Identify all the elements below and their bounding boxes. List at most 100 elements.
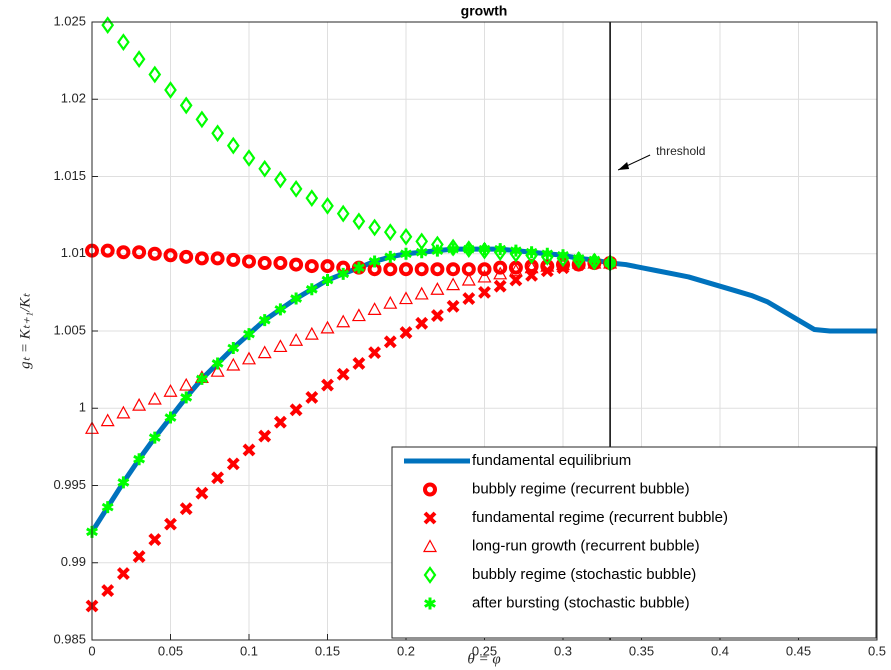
marker-circle xyxy=(100,243,115,258)
marker-asterisk xyxy=(195,372,208,385)
marker-asterisk xyxy=(478,243,491,256)
marker-triangle xyxy=(430,282,445,295)
y-tick-label: 1.025 xyxy=(53,13,86,28)
marker-triangle xyxy=(351,308,366,322)
marker-diamond xyxy=(423,566,437,584)
marker-diamond xyxy=(101,16,115,34)
y-tick-label: 1 xyxy=(79,400,86,415)
marker-triangle xyxy=(367,302,382,315)
marker-asterisk xyxy=(424,597,436,610)
marker-asterisk xyxy=(133,453,146,466)
x-tick-label: 0.35 xyxy=(629,643,654,658)
marker-asterisk xyxy=(321,274,334,287)
marker-triangle xyxy=(320,320,335,334)
marker-circle xyxy=(116,245,131,260)
marker-asterisk xyxy=(211,357,224,370)
marker-diamond xyxy=(179,96,193,115)
marker-asterisk xyxy=(305,283,318,296)
marker-x xyxy=(132,550,146,563)
marker-diamond xyxy=(368,218,381,237)
marker-circle xyxy=(477,262,492,277)
marker-x xyxy=(446,299,460,313)
marker-triangle xyxy=(493,266,508,280)
marker-triangle xyxy=(147,391,162,405)
marker-triangle xyxy=(179,377,194,391)
threshold-label: threshold xyxy=(656,144,705,158)
marker-circle xyxy=(257,256,272,271)
marker-triangle xyxy=(524,260,539,274)
marker-circle xyxy=(320,259,335,274)
marker-asterisk xyxy=(148,431,161,444)
legend-label: fundamental equilibrium xyxy=(472,452,631,469)
marker-x xyxy=(273,415,287,429)
legend-label: bubbly regime (stochastic bubble) xyxy=(472,566,696,583)
marker-circle xyxy=(446,262,461,277)
marker-asterisk xyxy=(368,255,381,268)
marker-triangle xyxy=(116,405,131,419)
y-axis-label: gₜ = Kₜ₊₁/Kₜ xyxy=(17,293,33,369)
marker-circle xyxy=(132,245,147,260)
marker-triangle xyxy=(163,384,178,397)
marker-triangle xyxy=(241,351,257,365)
marker-triangle xyxy=(257,345,272,359)
y-tick-label: 0.985 xyxy=(53,631,86,646)
marker-diamond xyxy=(305,189,319,208)
marker-circle xyxy=(147,246,162,261)
marker-circle xyxy=(430,262,445,277)
marker-asterisk xyxy=(274,303,287,316)
marker-x xyxy=(226,457,240,471)
x-tick-label: 0.45 xyxy=(786,643,811,658)
marker-circle xyxy=(399,262,413,277)
marker-circle xyxy=(508,260,523,275)
marker-asterisk xyxy=(337,267,350,280)
y-tick-label: 0.99 xyxy=(61,554,86,569)
marker-x xyxy=(525,268,539,282)
marker-x xyxy=(415,316,429,330)
marker-triangle xyxy=(383,295,398,309)
marker-circle xyxy=(163,248,178,263)
marker-circle xyxy=(273,256,288,271)
marker-x xyxy=(368,346,382,360)
marker-x xyxy=(321,378,334,392)
marker-triangle xyxy=(289,333,304,346)
marker-diamond xyxy=(226,136,240,155)
y-tick-label: 1.02 xyxy=(61,91,86,106)
marker-triangle xyxy=(210,363,225,377)
legend-box xyxy=(391,446,877,639)
marker-diamond xyxy=(383,223,397,242)
marker-asterisk xyxy=(117,476,130,489)
marker-x xyxy=(289,403,303,417)
marker-asterisk xyxy=(572,252,585,265)
y-tick-label: 1.01 xyxy=(61,245,86,260)
x-tick-label: 0.15 xyxy=(315,643,340,658)
y-tick-label: 1.015 xyxy=(53,168,86,183)
marker-x xyxy=(352,357,366,370)
marker-triangle xyxy=(540,258,555,272)
marker-x xyxy=(211,471,225,485)
marker-circle xyxy=(210,251,225,266)
marker-asterisk xyxy=(447,243,460,256)
marker-x xyxy=(258,429,272,443)
chart-title: growth xyxy=(461,3,508,19)
x-tick-label: 0.4 xyxy=(711,643,729,658)
marker-diamond xyxy=(242,149,256,167)
marker-diamond xyxy=(132,50,146,68)
marker-triangle xyxy=(226,357,241,371)
marker-triangle xyxy=(508,263,523,277)
marker-asterisk xyxy=(415,246,428,259)
marker-triangle xyxy=(414,286,429,300)
marker-triangle xyxy=(555,257,571,271)
marker-diamond xyxy=(117,33,130,51)
marker-triangle xyxy=(477,269,492,283)
marker-diamond xyxy=(148,65,162,84)
marker-asterisk xyxy=(431,244,444,257)
marker-x xyxy=(164,517,177,531)
marker-diamond xyxy=(211,124,224,143)
marker-circle xyxy=(414,262,429,277)
x-tick-label: 0 xyxy=(88,643,95,658)
x-tick-label: 0.3 xyxy=(554,643,572,658)
marker-circle xyxy=(304,259,319,274)
marker-diamond xyxy=(352,212,366,231)
marker-asterisk xyxy=(588,253,601,266)
